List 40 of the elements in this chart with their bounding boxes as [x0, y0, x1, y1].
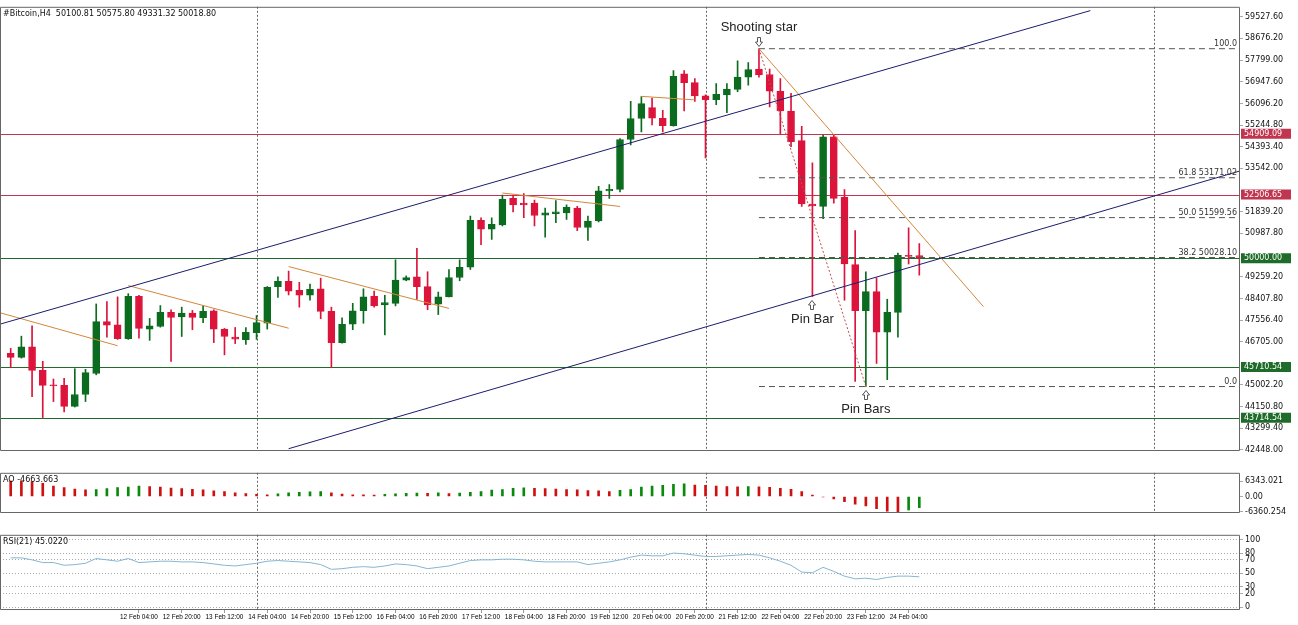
y-tick-label: 44150.80 — [1245, 401, 1284, 411]
y-tick-label: 50 — [1245, 568, 1256, 578]
y-tick-label: 54393.40 — [1245, 141, 1284, 151]
ref-line-label: 45710.54 — [1244, 362, 1283, 372]
y-tick-label: 56096.20 — [1245, 98, 1284, 108]
annotation: 50.0 51599.56 — [1178, 207, 1237, 217]
y-tick-label: 6343.021 — [1245, 476, 1284, 486]
annotation: 61.8 53171.02 — [1178, 167, 1237, 177]
y-tick-label: 100 — [1245, 534, 1261, 544]
y-tick-label: 59527.60 — [1245, 11, 1284, 21]
y-tick-label: 0 — [1245, 602, 1251, 612]
y-tick-label: 47556.40 — [1245, 315, 1284, 325]
annotation: 100.0 — [1214, 38, 1237, 48]
annotation: 38.2 50028.10 — [1178, 247, 1237, 257]
y-tick-label: 56947.60 — [1245, 77, 1284, 87]
chart-title: #Bitcoin,H4 50100.81 50575.80 49331.32 50018.80 — [3, 8, 217, 18]
y-tick-label: 46705.00 — [1245, 336, 1284, 346]
ref-line-label: 50000.00 — [1244, 253, 1283, 263]
annotation: Shooting star — [720, 18, 798, 34]
y-tick-label: 45002.20 — [1245, 380, 1284, 390]
y-tick-label: 53542.00 — [1245, 163, 1284, 173]
y-tick-label: 48407.80 — [1245, 293, 1284, 303]
y-tick-label: 42448.00 — [1245, 444, 1284, 454]
ref-line-label: 43714.54 — [1244, 412, 1283, 422]
y-tick-label: 0.00 — [1245, 491, 1263, 501]
ref-line-label: 52506.65 — [1244, 189, 1283, 199]
y-tick-label: 49259.20 — [1245, 272, 1284, 282]
y-tick-label: -6360.254 — [1245, 506, 1287, 516]
y-tick-label: 43299.40 — [1245, 423, 1284, 433]
y-tick-label: 57799.00 — [1245, 55, 1284, 65]
y-tick-label: 58676.20 — [1245, 33, 1284, 43]
ref-line-label: 54909.09 — [1244, 128, 1283, 138]
chart-title: RSI(21) 45.0220 — [3, 536, 69, 546]
y-tick-label: 55244.80 — [1245, 120, 1284, 130]
y-tick-label: 51839.20 — [1245, 206, 1284, 216]
annotation: Pin Bar — [791, 310, 835, 326]
annotation: Pin Bars — [841, 400, 891, 416]
chart-title: AO -4663.663 — [3, 474, 59, 484]
y-tick-label: 50987.80 — [1245, 228, 1284, 238]
annotation: 0.0 — [1224, 376, 1237, 386]
